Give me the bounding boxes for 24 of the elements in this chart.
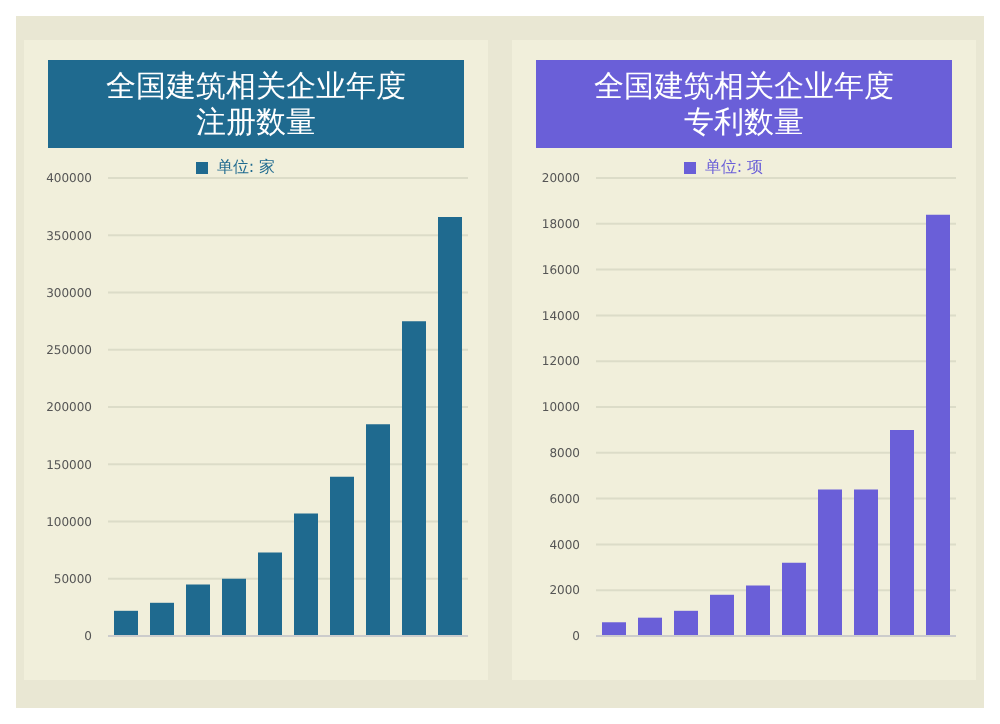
bar	[150, 602, 174, 636]
bar	[258, 552, 282, 636]
bar	[782, 562, 806, 636]
chart-title: 全国建筑相关企业年度专利数量	[592, 68, 896, 140]
bar	[674, 610, 698, 636]
legend-label: 单位: 项	[704, 158, 764, 176]
bar	[638, 617, 662, 636]
bar	[402, 321, 426, 636]
bar	[746, 585, 770, 636]
bar	[294, 513, 318, 636]
bar	[854, 489, 878, 636]
bar	[366, 424, 390, 636]
bar	[890, 429, 914, 636]
bar	[186, 584, 210, 636]
bar	[330, 476, 354, 636]
chart-title: 全国建筑相关企业年度注册数量	[104, 68, 408, 140]
bar	[114, 610, 138, 636]
bar	[222, 578, 246, 636]
legend-label: 单位: 家	[216, 158, 276, 176]
bar	[818, 489, 842, 636]
bar	[438, 216, 462, 636]
bar	[710, 594, 734, 636]
bar	[602, 622, 626, 636]
bar	[926, 214, 950, 636]
